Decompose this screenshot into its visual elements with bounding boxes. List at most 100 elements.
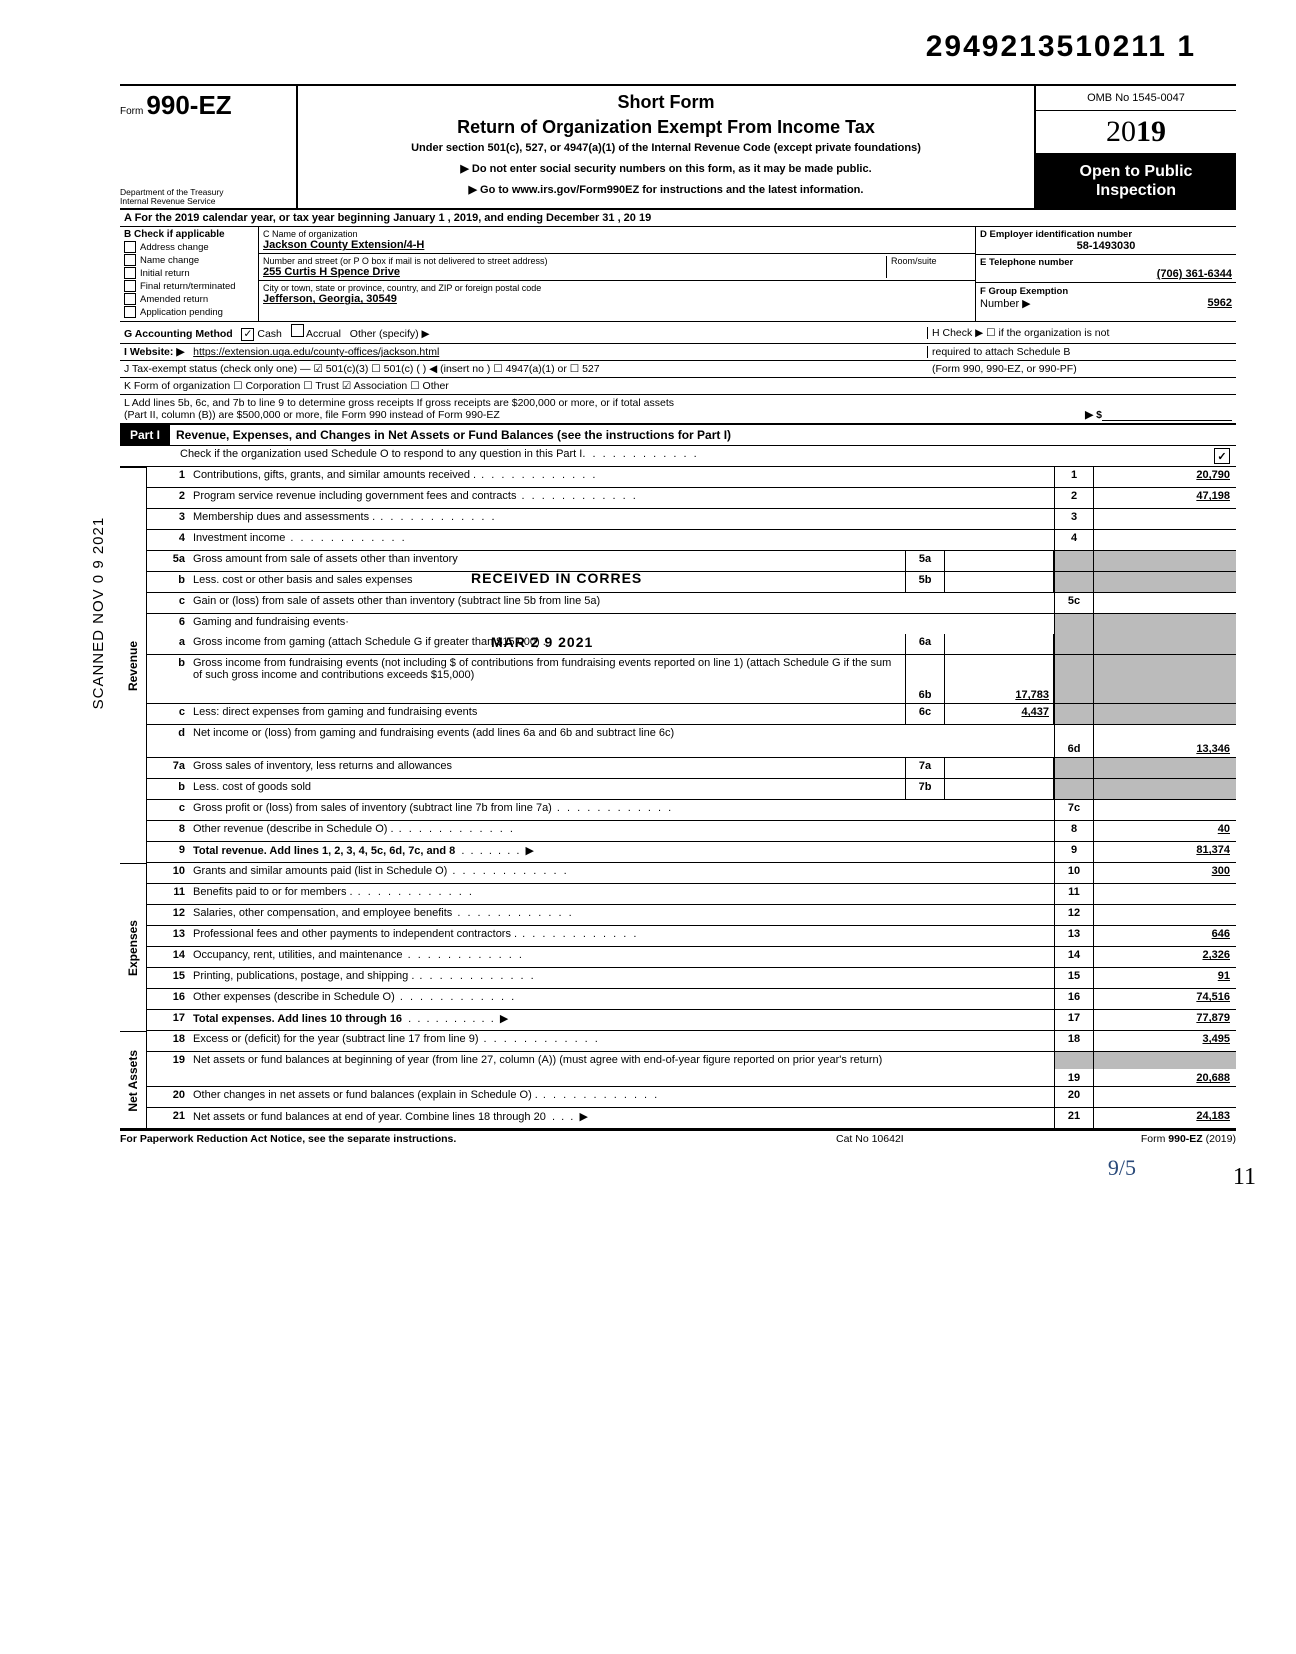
page: 2949213510211 1 SCANNED NOV 0 9 2021 For…	[0, 0, 1296, 1211]
part-i-title: Revenue, Expenses, and Changes in Net As…	[170, 425, 1236, 445]
ein-value: 58-1493030	[980, 240, 1232, 252]
form-prefix: Form	[120, 106, 143, 117]
line-5a: 5a Gross amount from sale of assets othe…	[147, 551, 1236, 572]
c-name: C Name of organization Jackson County Ex…	[259, 227, 975, 254]
header-left: Form 990-EZ Department of the Treasury I…	[120, 86, 298, 208]
line-k: K Form of organization ☐ Corporation ☐ T…	[120, 378, 1236, 395]
line-6: 6 Gaming and fundraising events·	[147, 614, 1236, 634]
line-17: 17 Total expenses. Add lines 10 through …	[147, 1010, 1236, 1031]
expenses-side-label: Expenses	[120, 863, 147, 1031]
col-de: D Employer identification number 58-1493…	[975, 227, 1236, 321]
header-mid: Short Form Return of Organization Exempt…	[298, 86, 1034, 208]
part-i-tab: Part I	[120, 425, 170, 445]
row-a-text: A For the 2019 calendar year, or tax yea…	[120, 210, 1236, 226]
netassets-section: Net Assets 18 Excess or (deficit) for th…	[120, 1031, 1236, 1130]
expenses-section: Expenses 10 Grants and similar amounts p…	[120, 863, 1236, 1031]
line-2: 2 Program service revenue including gove…	[147, 488, 1236, 509]
short-form: Short Form	[306, 92, 1026, 113]
line-6c: c Less: direct expenses from gaming and …	[147, 704, 1236, 725]
row-a: A For the 2019 calendar year, or tax yea…	[120, 210, 1236, 227]
dept: Department of the Treasury Internal Reve…	[120, 188, 290, 207]
room-suite: Room/suite	[886, 256, 971, 278]
website-url: https://extension.uga.edu/county-offices…	[193, 346, 439, 358]
checkbox-final[interactable]	[124, 280, 136, 292]
scanned-stamp: SCANNED NOV 0 9 2021	[90, 84, 120, 1181]
line-5c: c Gain or (loss) from sale of assets oth…	[147, 593, 1236, 614]
line-16: 16 Other expenses (describe in Schedule …	[147, 989, 1236, 1010]
checkbox-amended[interactable]	[124, 293, 136, 305]
city: Jefferson, Georgia, 30549	[263, 293, 971, 305]
footer-mid: Cat No 10642I	[836, 1133, 1036, 1145]
phone-value: (706) 361-6344	[980, 268, 1232, 280]
netassets-side-label: Net Assets	[120, 1031, 147, 1128]
line-11: 11 Benefits paid to or for members . 11	[147, 884, 1236, 905]
line-i: I Website: ▶ https://extension.uga.edu/c…	[120, 344, 1236, 361]
group-exemption: 5962	[1208, 297, 1232, 309]
footer-left: For Paperwork Reduction Act Notice, see …	[120, 1133, 836, 1145]
received-stamp: RECEIVED IN CORRES	[471, 570, 642, 586]
line-13: 13 Professional fees and other payments …	[147, 926, 1236, 947]
main-content: Form 990-EZ Department of the Treasury I…	[120, 84, 1236, 1181]
line-g: G Accounting Method ✓ Cash Accrual Other…	[120, 322, 1236, 344]
footer: For Paperwork Reduction Act Notice, see …	[120, 1130, 1236, 1145]
col-b-label: B Check if applicable	[124, 229, 254, 240]
d-ein: D Employer identification number 58-1493…	[976, 227, 1236, 255]
line-6a: a Gross income from gaming (attach Sched…	[147, 634, 1236, 655]
org-name: Jackson County Extension/4-H	[263, 239, 971, 251]
checkbox-cash[interactable]: ✓	[241, 328, 254, 341]
line-7b: b Less. cost of goods sold 7b	[147, 779, 1236, 800]
line-3: 3 Membership dues and assessments . 3	[147, 509, 1236, 530]
arrow2: ▶ Go to www.irs.gov/Form990EZ for instru…	[306, 183, 1026, 196]
arrow1: ▶ Do not enter social security numbers o…	[306, 162, 1026, 175]
checkbox-pending[interactable]	[124, 306, 136, 318]
footer-right: Form 990-EZ (2019)	[1036, 1133, 1236, 1145]
main-flex: SCANNED NOV 0 9 2021 Form 990-EZ Departm…	[90, 84, 1236, 1181]
checkbox-initial[interactable]	[124, 267, 136, 279]
header-right: OMB No 1545-0047 2019 Open to Public Ins…	[1034, 86, 1236, 208]
line-19: 19 Net assets or fund balances at beginn…	[147, 1052, 1236, 1087]
line-1: 1 Contributions, gifts, grants, and simi…	[147, 467, 1236, 488]
form-header: Form 990-EZ Department of the Treasury I…	[120, 84, 1236, 210]
part-i-sub: Check if the organization used Schedule …	[120, 446, 1236, 467]
c-city: City or town, state or province, country…	[259, 281, 975, 307]
checkbox-address[interactable]	[124, 241, 136, 253]
revenue-section: Revenue 1 Contributions, gifts, grants, …	[120, 467, 1236, 863]
line-5b: b Less. cost or other basis and sales ex…	[147, 572, 1236, 593]
line-8: 8 Other revenue (describe in Schedule O)…	[147, 821, 1236, 842]
omb: OMB No 1545-0047	[1036, 86, 1236, 111]
line-14: 14 Occupancy, rent, utilities, and maint…	[147, 947, 1236, 968]
f-group: F Group Exemption Number ▶ 5962	[976, 283, 1236, 312]
e-phone: E Telephone number (706) 361-6344	[976, 255, 1236, 283]
dln: 2949213510211 1	[90, 30, 1236, 64]
line-7a: 7a Gross sales of inventory, less return…	[147, 758, 1236, 779]
tax-year: 2019	[1036, 111, 1236, 154]
line-15: 15 Printing, publications, postage, and …	[147, 968, 1236, 989]
col-c: C Name of organization Jackson County Ex…	[259, 227, 975, 321]
c-street-row: Number and street (or P O box if mail is…	[259, 254, 975, 281]
checkbox-name[interactable]	[124, 254, 136, 266]
col-b: B Check if applicable Address change Nam…	[120, 227, 259, 321]
block-bcdef: B Check if applicable Address change Nam…	[120, 227, 1236, 322]
line-12: 12 Salaries, other compensation, and emp…	[147, 905, 1236, 926]
line-h: H Check ▶ ☐ if the organization is not	[927, 327, 1232, 339]
line-6d: d Net income or (loss) from gaming and f…	[147, 725, 1236, 758]
revenue-side-label: Revenue	[120, 467, 147, 863]
line-10: 10 Grants and similar amounts paid (list…	[147, 863, 1236, 884]
title: Return of Organization Exempt From Incom…	[306, 117, 1026, 138]
checkbox-accrual[interactable]	[291, 324, 304, 337]
page-number: 11	[1233, 1164, 1256, 1191]
open-to-public: Open to Public Inspection	[1036, 154, 1236, 208]
line-6b: b Gross income from fundraising events (…	[147, 655, 1236, 704]
part-i-checkbox[interactable]: ✓	[1214, 448, 1230, 464]
line-18: 18 Excess or (deficit) for the year (sub…	[147, 1031, 1236, 1052]
line-21: 21 Net assets or fund balances at end of…	[147, 1108, 1236, 1128]
subtitle: Under section 501(c), 527, or 4947(a)(1)…	[306, 142, 1026, 154]
form-number: 990-EZ	[146, 90, 231, 120]
line-4: 4 Investment income 4	[147, 530, 1236, 551]
line-j: J Tax-exempt status (check only one) — ☑…	[120, 361, 1236, 378]
street: 255 Curtis H Spence Drive	[263, 266, 886, 278]
handwritten-note: 9/5	[120, 1155, 1236, 1181]
line-9: 9 Total revenue. Add lines 1, 2, 3, 4, 5…	[147, 842, 1236, 863]
part-i-header: Part I Revenue, Expenses, and Changes in…	[120, 425, 1236, 446]
date-stamp: MAR 2 9 2021	[491, 634, 593, 650]
